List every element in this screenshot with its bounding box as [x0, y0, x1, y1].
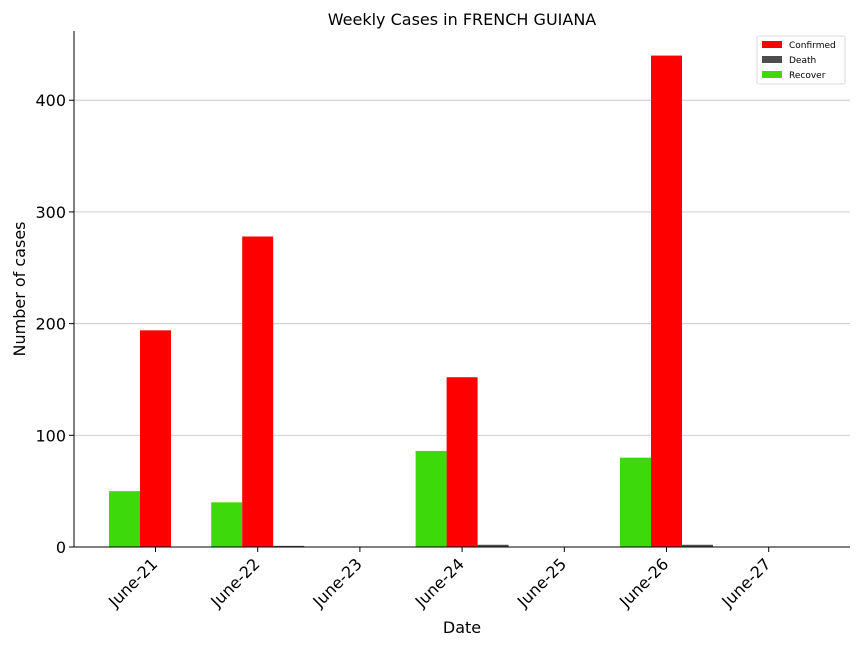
legend: Confirmed Death Recover	[756, 35, 846, 85]
legend-swatch-confirmed	[762, 41, 782, 48]
x-tick-label: June-23	[308, 554, 365, 611]
y-tick-label: 400	[35, 91, 66, 110]
x-tick-label: June-21	[104, 554, 161, 611]
y-tick-label: 0	[56, 538, 66, 557]
bar-death-june-26	[682, 544, 713, 547]
x-tick-label: June-24	[411, 554, 468, 611]
bars-layer	[109, 55, 713, 547]
bar-death-june-22	[273, 545, 305, 547]
bar-confirmed-june-24	[446, 377, 478, 547]
bar-recover-june-21	[109, 491, 140, 547]
x-ticks: June-21 June-22 June-23 June-24 June-25 June-…	[104, 547, 775, 612]
chart-title: Weekly Cases in FRENCH GUIANA	[328, 10, 597, 29]
legend-label-confirmed: Confirmed	[789, 41, 836, 51]
bar-confirmed-june-21	[140, 330, 171, 547]
y-tick-label: 200	[35, 315, 66, 334]
x-axis-label: Date	[443, 618, 481, 637]
bar-recover-june-24	[415, 450, 447, 547]
bar-death-june-24	[477, 544, 509, 547]
legend-swatch-recover	[762, 71, 782, 78]
y-tick-label: 300	[35, 203, 66, 222]
x-tick-label: June-22	[206, 554, 263, 611]
bar-recover-june-22	[211, 502, 243, 547]
bar-recover-june-26	[620, 457, 651, 547]
legend-label-death: Death	[789, 56, 816, 66]
x-tick-label: June-25	[513, 554, 570, 611]
x-tick-label: June-27	[717, 554, 774, 611]
bar-confirmed-june-22	[242, 236, 274, 547]
x-tick-label: June-26	[615, 554, 672, 611]
y-tick-label: 100	[35, 426, 66, 445]
legend-swatch-death	[762, 56, 782, 63]
y-axis-label: Number of cases	[10, 222, 29, 357]
y-ticks: 0 100 200 300 400	[35, 91, 74, 557]
bar-confirmed-june-26	[651, 55, 682, 547]
legend-label-recover: Recover	[789, 71, 826, 81]
